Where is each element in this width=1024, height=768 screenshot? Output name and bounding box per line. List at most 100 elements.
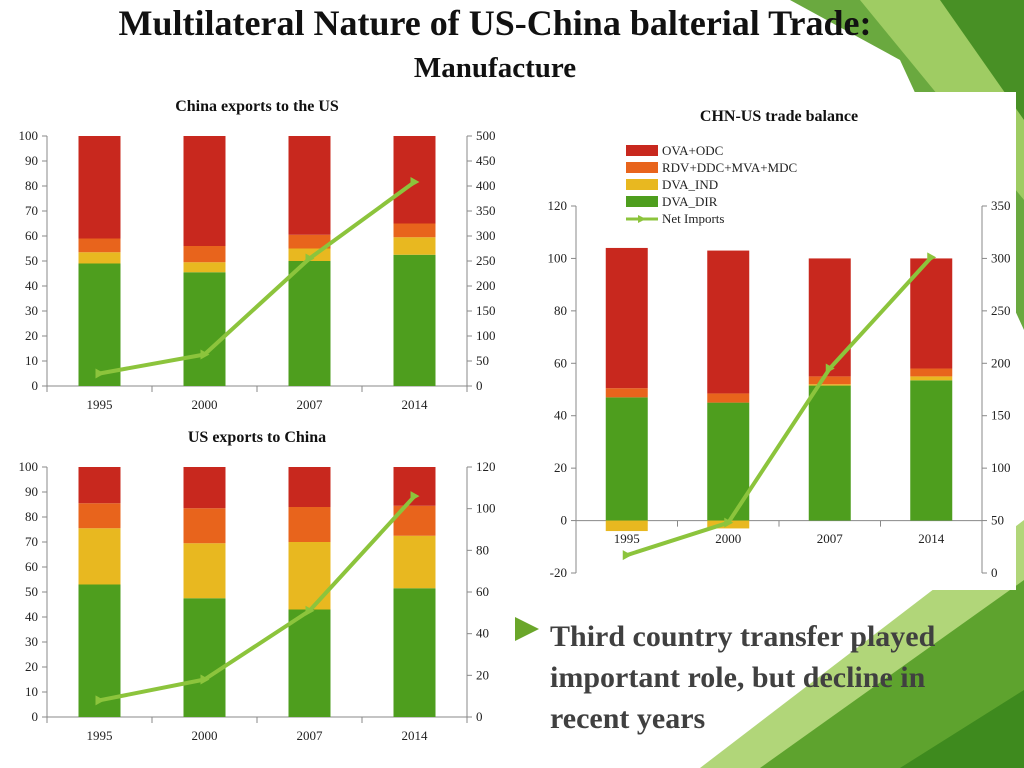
bar-segment xyxy=(183,272,226,386)
y2-tick-label: 250 xyxy=(991,303,1011,318)
y-tick-label: 40 xyxy=(25,609,38,624)
net-imports-point xyxy=(95,695,105,706)
bar-segment xyxy=(605,247,648,389)
y-tick-label: 20 xyxy=(25,328,38,343)
bar-segment xyxy=(707,250,750,394)
y-tick-label: 90 xyxy=(25,153,38,168)
chart-title: CHN-US trade balance xyxy=(700,108,858,125)
net-imports-line xyxy=(626,256,933,558)
y2-tick-label: 100 xyxy=(991,460,1011,475)
y2-tick-label: 40 xyxy=(476,626,489,641)
bar-segment xyxy=(78,252,121,264)
y2-tick-label: 150 xyxy=(476,303,496,318)
x-tick-label: 2000 xyxy=(715,531,741,546)
y-tick-label: 10 xyxy=(25,353,38,368)
bar-segment xyxy=(288,467,331,507)
x-tick-label: 1995 xyxy=(87,397,113,412)
bar-segment xyxy=(393,467,436,506)
bar-segment xyxy=(605,520,648,532)
x-tick-label: 2014 xyxy=(402,728,429,743)
slide-title: Multilateral Nature of US-China balteria… xyxy=(118,3,872,43)
bar-segment xyxy=(393,588,436,717)
y2-tick-label: 350 xyxy=(991,198,1011,213)
bar-segment xyxy=(78,528,121,585)
chart-panel-us-exports: US exports to China 0 10 20 30 40 50 60 70 80 90 10… xyxy=(0,424,505,758)
bar-segment xyxy=(605,388,648,398)
bar-segment xyxy=(393,254,436,386)
y-tick-label: 50 xyxy=(25,253,38,268)
bar-segment xyxy=(183,543,226,599)
y-tick-label: 0 xyxy=(561,513,568,528)
y-tick-label: 120 xyxy=(548,198,568,213)
y-tick-label: 70 xyxy=(25,534,38,549)
y-tick-label: 20 xyxy=(25,659,38,674)
y-tick-label: 100 xyxy=(19,128,39,143)
y-tick-label: 100 xyxy=(548,250,568,265)
legend-label: RDV+DDC+MVA+MDC xyxy=(662,160,797,175)
y-tick-label: 60 xyxy=(25,228,38,243)
bar-segment xyxy=(808,258,851,377)
bar-segment xyxy=(183,467,226,509)
bar-segment xyxy=(808,385,851,521)
y-tick-label: 70 xyxy=(25,203,38,218)
slide-subtitle: Manufacture xyxy=(413,52,577,84)
x-tick-label: 2007 xyxy=(817,531,844,546)
bullet-marker-icon xyxy=(515,617,539,641)
legend-label: Net Imports xyxy=(662,211,724,226)
y-tick-label: 0 xyxy=(32,378,39,393)
y-tick-label: 90 xyxy=(25,484,38,499)
y2-tick-label: 200 xyxy=(991,355,1011,370)
x-tick-label: 2007 xyxy=(297,397,324,412)
bar-segment xyxy=(288,507,331,542)
net-imports-point xyxy=(825,363,835,374)
y2-tick-label: 20 xyxy=(476,667,489,682)
y2-tick-label: 200 xyxy=(476,278,496,293)
chart-panel-china-exports: China exports to the US 0 10 20 30 40 50 60 70 80… xyxy=(0,92,505,420)
bar-segment xyxy=(707,393,750,403)
net-imports-point xyxy=(95,368,105,379)
y2-tick-label: 0 xyxy=(476,378,483,393)
legend-swatch xyxy=(626,196,658,207)
y2-tick-label: 80 xyxy=(476,542,489,557)
y2-tick-label: 500 xyxy=(476,128,496,143)
bar-segment xyxy=(183,246,226,263)
y-tick-label: 80 xyxy=(25,178,38,193)
y2-tick-label: 450 xyxy=(476,153,496,168)
bar-segment xyxy=(393,535,436,589)
legend-swatch xyxy=(626,162,658,173)
bar-segment xyxy=(78,263,121,386)
bar-segment xyxy=(78,238,121,253)
net-imports-point xyxy=(200,674,210,685)
y2-tick-label: 300 xyxy=(991,250,1011,265)
y2-tick-label: 50 xyxy=(476,353,489,368)
bar-segment xyxy=(78,584,121,717)
y-tick-label: 80 xyxy=(25,509,38,524)
y2-tick-label: 400 xyxy=(476,178,496,193)
net-imports-point xyxy=(305,253,315,264)
x-tick-label: 2000 xyxy=(192,397,218,412)
y2-tick-label: 0 xyxy=(476,709,483,724)
bar-segment xyxy=(393,223,436,238)
x-tick-label: 2014 xyxy=(402,397,429,412)
y2-tick-label: 300 xyxy=(476,228,496,243)
x-tick-label: 1995 xyxy=(614,531,640,546)
y-tick-label: 60 xyxy=(25,559,38,574)
net-imports-point xyxy=(622,550,632,561)
y2-tick-label: 150 xyxy=(991,408,1011,423)
legend-swatch xyxy=(626,145,658,156)
bar-segment xyxy=(910,380,953,521)
x-tick-label: 1995 xyxy=(87,728,113,743)
legend-swatch-marker xyxy=(638,215,646,223)
y-tick-label: 0 xyxy=(32,709,39,724)
bar-segment xyxy=(393,237,436,255)
y-tick-label: 30 xyxy=(25,303,38,318)
y2-tick-label: 50 xyxy=(991,513,1004,528)
chart-china-exports: China exports to the US 0 10 20 30 40 50 60 70 80… xyxy=(19,98,496,412)
bar-segment xyxy=(78,467,121,504)
chart-trade-balance: CHN-US trade balance -20 0 20 40 60 80 100 120 0 5… xyxy=(548,108,1011,580)
bar-segment xyxy=(183,136,226,246)
bar-segment xyxy=(808,384,851,386)
y2-tick-label: 0 xyxy=(991,565,998,580)
legend-label: DVA_DIR xyxy=(662,194,718,209)
bar-segment xyxy=(605,397,648,521)
